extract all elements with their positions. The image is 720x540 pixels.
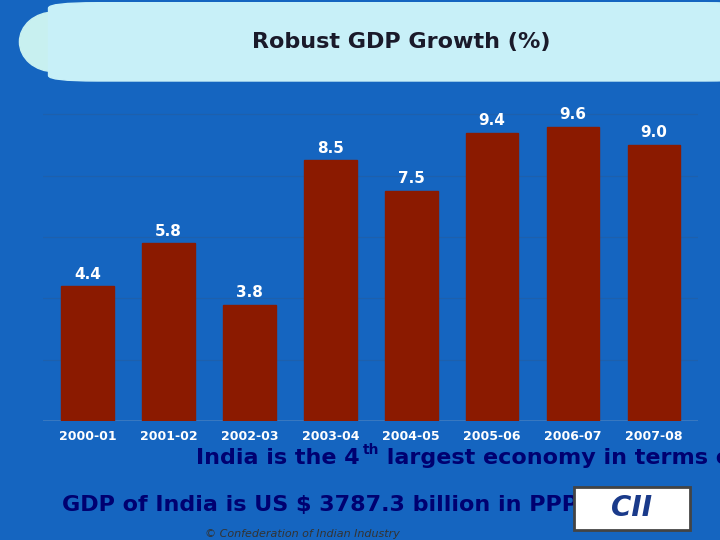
Bar <box>304 160 356 421</box>
Text: 5.8: 5.8 <box>155 224 182 239</box>
Bar <box>143 243 195 421</box>
Text: 4.4: 4.4 <box>74 267 101 281</box>
Text: Robust GDP Growth (%): Robust GDP Growth (%) <box>252 32 551 52</box>
FancyBboxPatch shape <box>48 3 720 81</box>
Bar <box>466 133 518 421</box>
Bar <box>546 127 599 421</box>
Text: th: th <box>363 443 379 457</box>
Text: 9.6: 9.6 <box>559 107 587 122</box>
Text: 9.4: 9.4 <box>479 113 505 128</box>
Circle shape <box>19 12 89 72</box>
Text: GDP of India is US $ 3787.3 billion in PPP terms: GDP of India is US $ 3787.3 billion in P… <box>61 495 659 516</box>
Text: 9.0: 9.0 <box>641 125 667 140</box>
Text: CII: CII <box>611 494 652 522</box>
Text: largest economy in terms of PPP: largest economy in terms of PPP <box>379 448 720 468</box>
Text: 8.5: 8.5 <box>317 141 343 156</box>
FancyBboxPatch shape <box>574 488 690 530</box>
Text: 7.5: 7.5 <box>398 172 425 186</box>
Text: 3.8: 3.8 <box>236 285 263 300</box>
Text: India is the 4: India is the 4 <box>197 448 360 468</box>
Text: 1: 1 <box>46 33 62 53</box>
Bar <box>223 305 276 421</box>
Text: © Confederation of Indian Industry: © Confederation of Indian Industry <box>205 529 400 538</box>
Bar <box>385 191 438 421</box>
Bar <box>628 145 680 421</box>
Bar <box>61 286 114 421</box>
